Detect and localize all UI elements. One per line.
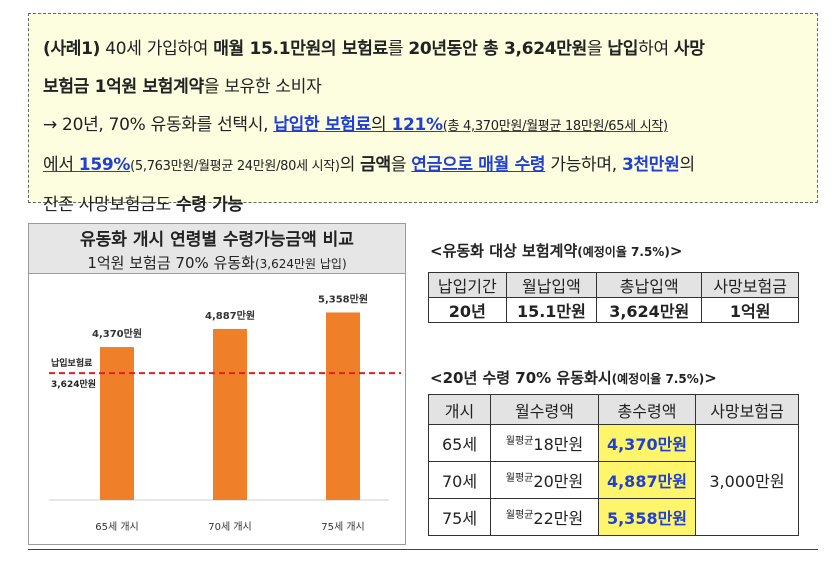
total-cell: 4,887만원 (598, 461, 696, 499)
monthly-value: 22만원 (533, 509, 584, 528)
text-bold: 금액 (360, 155, 391, 175)
table1-title-small: (예정이율 7.5%) (577, 245, 670, 259)
text-highlight: 121% (391, 115, 443, 135)
monthly-cell: 월평균22만원 (490, 498, 599, 536)
x-tick-label: 75세 개시 (321, 521, 365, 533)
reference-value-label: 3,624만원 (51, 378, 96, 390)
table-cell: 1억원 (701, 297, 799, 323)
table-cell: 3,624만원 (596, 297, 703, 323)
example-line-3: → 20년, 70% 유동화를 선택시, 납입한 보험료의 121%(총 4,3… (43, 106, 803, 146)
text: → 20년, 70% 유동화를 선택시, (43, 115, 274, 135)
table-header-row: 개시 월수령액 총수령액 사망보험금 (428, 394, 799, 425)
example-box: (사례1) 40세 가입하여 매월 15.1만원의 보험료를 20년동안 총 3… (28, 13, 818, 215)
bar-chart: 4,370만원 65세 개시 4,887만원 70세 개시 5,358만원 75세 개시 납… (49, 292, 401, 533)
text-small: (총 4,370만원/월평균 18만원/65세 시작) (442, 119, 668, 134)
monthly-value: 18만원 (533, 435, 584, 454)
text: 을 (586, 39, 608, 59)
text-bold: 매월 15.1만원의 보험료 (213, 39, 388, 59)
age-cell: 65세 (428, 424, 491, 462)
table-header-cell: 월납입액 (505, 272, 598, 298)
text: 하여 (638, 39, 674, 59)
example-line-2: 보험금 1억원 보험계약을 보유한 소비자 (43, 68, 803, 106)
table1-title-text: <유동화 대상 보험계약 (430, 242, 578, 260)
monthly-prefix: 월평균 (505, 510, 534, 521)
table-row: 75세 월평균22만원 5,358만원 (428, 498, 799, 536)
text: 의 (679, 155, 696, 175)
text-highlight: 납입한 보험료 (273, 115, 371, 135)
table-header-cell: 총수령액 (598, 394, 696, 425)
bar-value-label: 4,370만원 (92, 327, 142, 340)
text-bold: 보험금 1억원 보험계약 (43, 77, 204, 97)
table-header-row: 납입기간 월납입액 총납입액 사망보험금 (428, 272, 799, 298)
age-cell: 70세 (428, 461, 491, 499)
example-line-4: 에서 159%(5,763만원/월평균 24만원/80세 시작)의 금액을 연금… (43, 146, 803, 186)
death-benefit-cell: 3,000만원 (695, 424, 799, 536)
table-header-cell: 납입기간 (428, 272, 507, 298)
monthly-value: 20만원 (533, 472, 584, 491)
text: 에서 (43, 155, 79, 175)
age-cell: 75세 (428, 498, 491, 536)
bar-value-label: 5,358만원 (318, 292, 368, 305)
table2-title-end: > (704, 369, 717, 387)
bottom-divider (28, 549, 818, 550)
table2-title-small: (예정이율 7.5%) (611, 372, 705, 386)
chart-title: 유동화 개시 연령별 수령가능금액 비교 (80, 230, 354, 250)
table2-title-text: <20년 수령 70% 유동화시 (430, 369, 612, 387)
table-header-cell: 총납입액 (596, 272, 703, 298)
monthly-cell: 월평균20만원 (490, 461, 599, 499)
table-row: 70세 월평균20만원 4,887만원 (428, 461, 799, 499)
table-row: 20년 15.1만원 3,624만원 1억원 (428, 297, 799, 323)
text: 를 (387, 39, 409, 59)
table-header-cell: 개시 (428, 394, 491, 425)
total-cell: 5,358만원 (598, 498, 696, 536)
chart-subtitle: 1억원 보험금 70% 유동화(3,624만원 납입) (29, 253, 405, 274)
text-highlight: 3천만원 (621, 155, 680, 175)
text-highlight: 연금으로 매월 수령 (411, 155, 546, 175)
example-line-1: (사례1) 40세 가입하여 매월 15.1만원의 보험료를 20년동안 총 3… (43, 30, 803, 68)
x-tick-label: 65세 개시 (95, 521, 139, 533)
text: 40세 가입하여 (100, 39, 214, 59)
text-bold: 납입 (607, 39, 639, 59)
text: 을 (390, 155, 412, 175)
table-row: 65세 월평균18만원 4,370만원 3,000만원 (428, 424, 799, 536)
bar (213, 328, 247, 500)
text-bold: 수령 가능 (175, 195, 243, 215)
chart-subtitle-text: 1억원 보험금 70% 유동화 (87, 254, 255, 272)
text-bold: 사망 (673, 39, 705, 59)
bar-value-label: 4,887만원 (205, 309, 255, 322)
table1-title-end: > (669, 242, 683, 260)
text: 가능하며, (545, 155, 622, 175)
text: 잔존 사망보험금도 (43, 195, 176, 215)
chart-header: 유동화 개시 연령별 수령가능금액 비교 1억원 보험금 70% 유동화(3,6… (29, 224, 405, 274)
table-cell: 15.1만원 (505, 297, 598, 323)
text-highlight: 159% (78, 155, 131, 175)
x-tick-label: 70세 개시 (208, 521, 252, 533)
table-header-cell: 월수령액 (490, 394, 599, 425)
text: 을 보유한 소비자 (203, 77, 322, 97)
bar (326, 312, 360, 500)
table1-title: <유동화 대상 보험계약(예정이율 7.5%)> (430, 240, 682, 261)
contract-table: 납입기간 월납입액 총납입액 사망보험금 20년 15.1만원 3,624만원 … (428, 272, 799, 323)
text: 의 (370, 115, 392, 135)
table-header-cell: 사망보험금 (695, 394, 799, 425)
monthly-prefix: 월평균 (505, 436, 534, 447)
text-bold: 20년동안 총 3,624만원 (408, 39, 587, 59)
bar (100, 347, 134, 500)
table-cell: 20년 (428, 297, 507, 323)
reference-label: 납입보험료 (51, 357, 93, 369)
total-cell: 4,370만원 (598, 424, 696, 462)
chart-subtitle-small: (3,624만원 납입) (254, 257, 347, 271)
table2-title: <20년 수령 70% 유동화시(예정이율 7.5%)> (430, 367, 717, 388)
chart-panel: 유동화 개시 연령별 수령가능금액 비교 1억원 보험금 70% 유동화(3,6… (28, 223, 406, 545)
monthly-cell: 월평균18만원 (490, 424, 599, 462)
case-label: (사례1) (43, 39, 101, 59)
example-line-5: 잔존 사망보험금도 수령 가능 (43, 186, 803, 224)
text: 의 (339, 155, 361, 175)
payout-table: 개시 월수령액 총수령액 사망보험금 65세 월평균18만원 4,370만원 3… (428, 394, 799, 536)
text-small: (5,763만원/월평균 24만원/80세 시작) (130, 159, 340, 174)
monthly-prefix: 월평균 (505, 473, 534, 484)
table-header-cell: 사망보험금 (701, 272, 799, 298)
